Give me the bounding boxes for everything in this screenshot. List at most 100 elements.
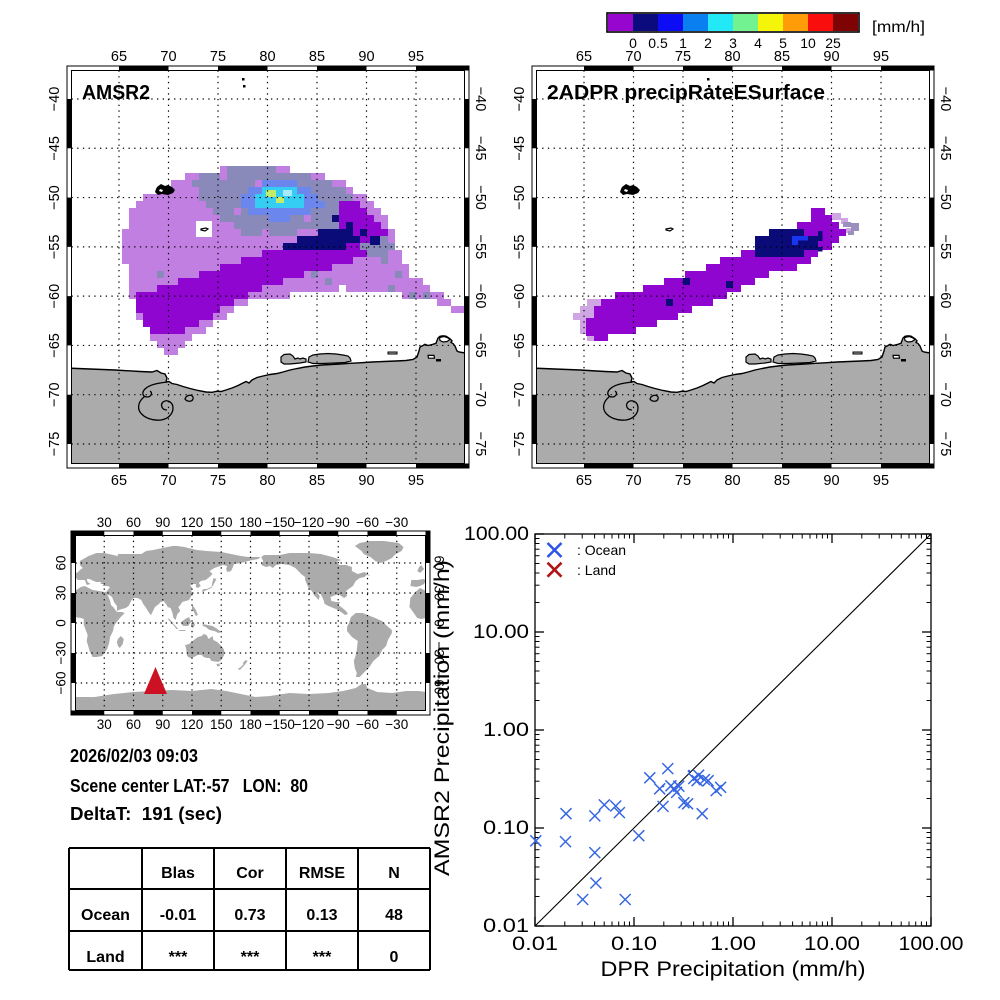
svg-text:Ocean: Ocean bbox=[81, 907, 130, 924]
svg-text:10: 10 bbox=[800, 35, 816, 51]
svg-text:90: 90 bbox=[358, 473, 374, 489]
svg-text:150: 150 bbox=[210, 515, 233, 530]
svg-text:−45: −45 bbox=[937, 136, 953, 161]
svg-text:65: 65 bbox=[576, 49, 592, 65]
svg-text:−70: −70 bbox=[937, 382, 953, 407]
svg-text:65: 65 bbox=[111, 49, 127, 65]
svg-text:0: 0 bbox=[390, 949, 399, 966]
svg-text:−65: −65 bbox=[937, 333, 953, 358]
svg-text:75: 75 bbox=[675, 473, 691, 489]
svg-text:70: 70 bbox=[625, 473, 641, 489]
svg-text:95: 95 bbox=[873, 473, 889, 489]
svg-text:−90: −90 bbox=[327, 515, 350, 530]
svg-text:80: 80 bbox=[259, 49, 275, 65]
svg-text:−70: −70 bbox=[512, 382, 528, 407]
svg-text:−50: −50 bbox=[512, 185, 528, 210]
svg-text:−40: −40 bbox=[47, 87, 63, 112]
svg-text:48: 48 bbox=[385, 907, 403, 924]
svg-text:−55: −55 bbox=[937, 235, 953, 260]
svg-text:150: 150 bbox=[210, 717, 233, 732]
svg-text:0: 0 bbox=[629, 35, 637, 51]
svg-text:85: 85 bbox=[309, 473, 325, 489]
svg-text:0.10: 0.10 bbox=[483, 818, 529, 839]
svg-text:30: 30 bbox=[54, 585, 69, 600]
svg-text:10.00: 10.00 bbox=[473, 622, 529, 643]
svg-text:−60: −60 bbox=[356, 717, 379, 732]
svg-text:180: 180 bbox=[239, 717, 262, 732]
svg-text:Land: Land bbox=[86, 949, 124, 966]
svg-text:−60: −60 bbox=[47, 284, 63, 309]
svg-text:−150: −150 bbox=[265, 717, 295, 732]
svg-text:−60: −60 bbox=[937, 284, 953, 309]
svg-text:75: 75 bbox=[210, 473, 226, 489]
svg-text:90: 90 bbox=[358, 49, 374, 65]
svg-text:−50: −50 bbox=[47, 185, 63, 210]
svg-text:−70: −70 bbox=[472, 382, 488, 407]
svg-text:[mm/h]: [mm/h] bbox=[872, 19, 925, 36]
svg-text:2026/02/03 09:03: 2026/02/03 09:03 bbox=[70, 746, 198, 766]
svg-text:−50: −50 bbox=[937, 185, 953, 210]
svg-text:−120: −120 bbox=[294, 515, 324, 530]
svg-text:180: 180 bbox=[239, 515, 262, 530]
svg-text:−30: −30 bbox=[431, 642, 446, 665]
svg-text:70: 70 bbox=[160, 49, 176, 65]
svg-text:85: 85 bbox=[309, 49, 325, 65]
svg-text:95: 95 bbox=[873, 49, 889, 65]
svg-text:−60: −60 bbox=[512, 284, 528, 309]
svg-text:0.01: 0.01 bbox=[512, 934, 558, 955]
svg-text:70: 70 bbox=[625, 49, 641, 65]
svg-text:***: *** bbox=[169, 949, 188, 966]
svg-text:1: 1 bbox=[679, 35, 687, 51]
svg-text:DPR Precipitation (mm/h): DPR Precipitation (mm/h) bbox=[601, 958, 866, 981]
svg-text:85: 85 bbox=[774, 49, 790, 65]
svg-text:10.00: 10.00 bbox=[804, 934, 860, 955]
svg-text:−150: −150 bbox=[265, 515, 295, 530]
svg-text:−55: −55 bbox=[472, 235, 488, 260]
svg-text:80: 80 bbox=[724, 49, 740, 65]
svg-text:RMSE: RMSE bbox=[299, 865, 346, 882]
svg-text:−70: −70 bbox=[47, 382, 63, 407]
svg-text:4: 4 bbox=[754, 35, 762, 51]
svg-text:120: 120 bbox=[181, 515, 204, 530]
svg-text:−40: −40 bbox=[512, 87, 528, 112]
svg-text:2: 2 bbox=[704, 35, 712, 51]
svg-text:-0.01: -0.01 bbox=[160, 907, 197, 924]
svg-text:−65: −65 bbox=[512, 333, 528, 358]
svg-text:0.13: 0.13 bbox=[306, 907, 337, 924]
svg-text:90: 90 bbox=[823, 473, 839, 489]
svg-text:−30: −30 bbox=[54, 642, 69, 665]
svg-text:120: 120 bbox=[181, 717, 204, 732]
svg-text:0.5: 0.5 bbox=[648, 35, 668, 51]
svg-text:−60: −60 bbox=[431, 672, 446, 695]
svg-text:1.00: 1.00 bbox=[483, 720, 529, 741]
svg-text:***: *** bbox=[313, 949, 332, 966]
svg-text:Cor: Cor bbox=[236, 865, 264, 882]
svg-text:−60: −60 bbox=[54, 672, 69, 695]
svg-text:DeltaT: 191 (sec): DeltaT: 191 (sec) bbox=[70, 804, 222, 824]
svg-text:30: 30 bbox=[431, 585, 446, 600]
svg-text:−75: −75 bbox=[937, 432, 953, 457]
svg-text:95: 95 bbox=[408, 473, 424, 489]
svg-text:−75: −75 bbox=[47, 432, 63, 457]
svg-text:***: *** bbox=[241, 949, 260, 966]
svg-text:100.00: 100.00 bbox=[464, 524, 529, 545]
svg-text:60: 60 bbox=[126, 717, 141, 732]
svg-text:AMSR2 Precipitation (mm/h): AMSR2 Precipitation (mm/h) bbox=[431, 560, 454, 876]
svg-text:−45: −45 bbox=[472, 136, 488, 161]
svg-text:−30: −30 bbox=[385, 717, 408, 732]
svg-text:65: 65 bbox=[111, 473, 127, 489]
svg-text:−65: −65 bbox=[47, 333, 63, 358]
svg-text:−45: −45 bbox=[47, 136, 63, 161]
svg-text:N: N bbox=[388, 865, 400, 882]
svg-text:60: 60 bbox=[126, 515, 141, 530]
svg-text:90: 90 bbox=[823, 49, 839, 65]
svg-text:1.00: 1.00 bbox=[710, 934, 756, 955]
svg-text:−40: −40 bbox=[472, 87, 488, 112]
svg-text:60: 60 bbox=[54, 555, 69, 570]
svg-text:0.73: 0.73 bbox=[234, 907, 265, 924]
svg-text:65: 65 bbox=[576, 473, 592, 489]
svg-text:75: 75 bbox=[210, 49, 226, 65]
svg-text:3: 3 bbox=[729, 35, 737, 51]
svg-text:0: 0 bbox=[431, 619, 446, 627]
svg-text:30: 30 bbox=[97, 515, 112, 530]
